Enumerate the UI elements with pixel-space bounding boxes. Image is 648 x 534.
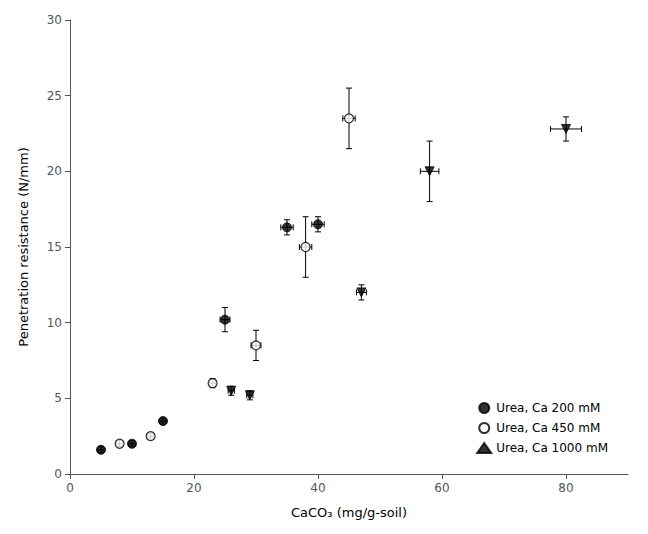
svg-text:0: 0	[66, 481, 74, 495]
svg-text:10: 10	[47, 316, 62, 330]
svg-text:Urea, Ca 450 mM: Urea, Ca 450 mM	[496, 421, 600, 435]
svg-text:Penetration resistance (N/mm): Penetration resistance (N/mm)	[16, 147, 31, 346]
svg-text:CaCO₃ (mg/g-soil): CaCO₃ (mg/g-soil)	[291, 505, 407, 520]
svg-text:0: 0	[54, 467, 62, 481]
svg-text:Urea, Ca 1000 mM: Urea, Ca 1000 mM	[496, 441, 608, 455]
svg-text:5: 5	[54, 391, 62, 405]
svg-text:60: 60	[434, 481, 449, 495]
svg-text:15: 15	[47, 240, 62, 254]
svg-text:80: 80	[558, 481, 573, 495]
svg-text:20: 20	[47, 164, 62, 178]
svg-text:Urea, Ca 200 mM: Urea, Ca 200 mM	[496, 401, 600, 415]
svg-text:20: 20	[186, 481, 201, 495]
svg-text:30: 30	[47, 13, 62, 27]
svg-text:25: 25	[47, 89, 62, 103]
svg-text:40: 40	[310, 481, 325, 495]
